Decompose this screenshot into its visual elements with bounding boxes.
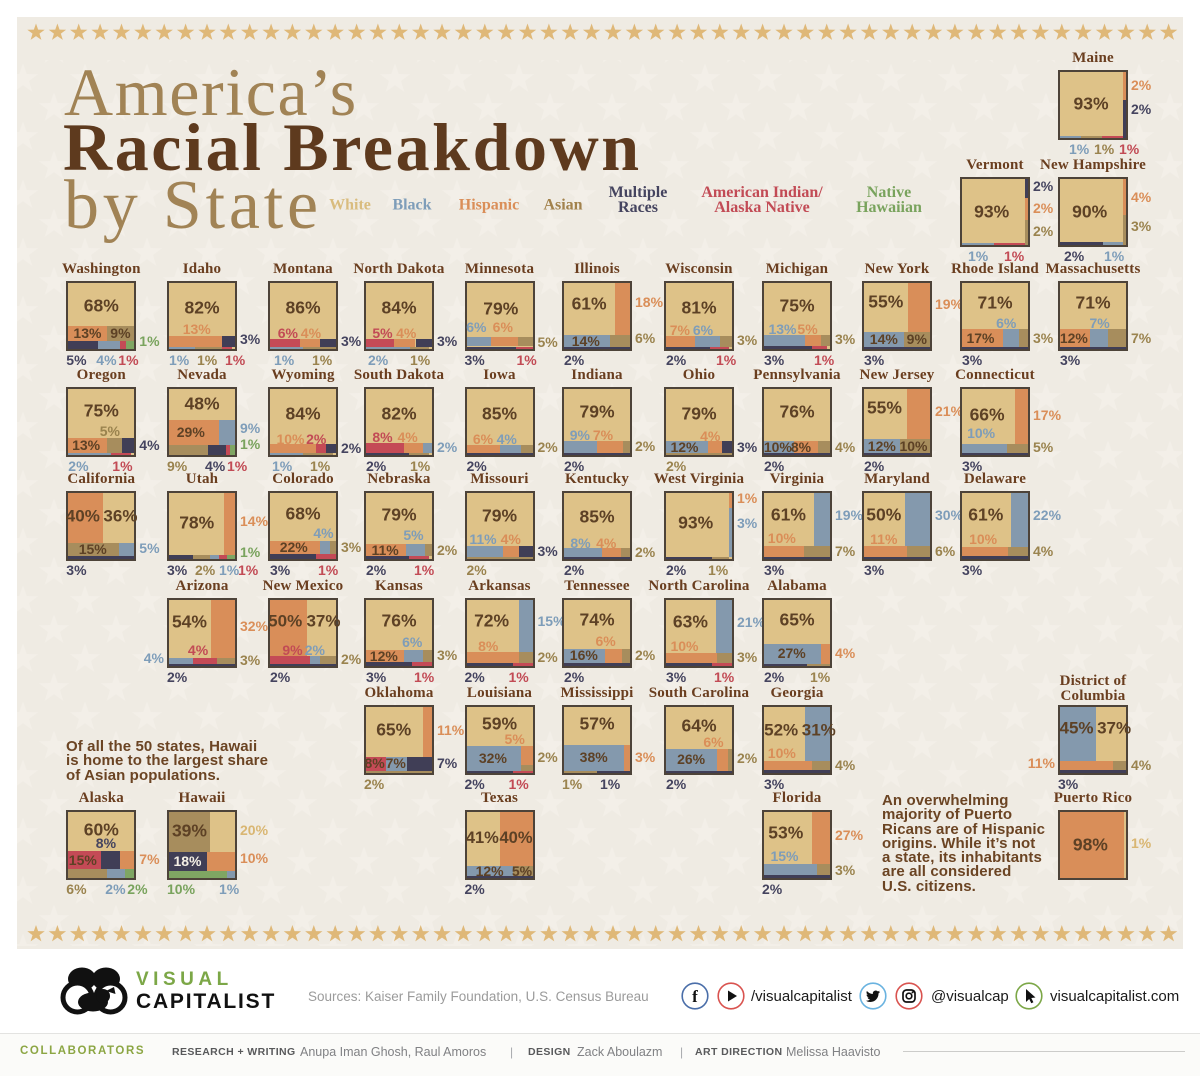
svg-text:f: f [692,987,698,1006]
